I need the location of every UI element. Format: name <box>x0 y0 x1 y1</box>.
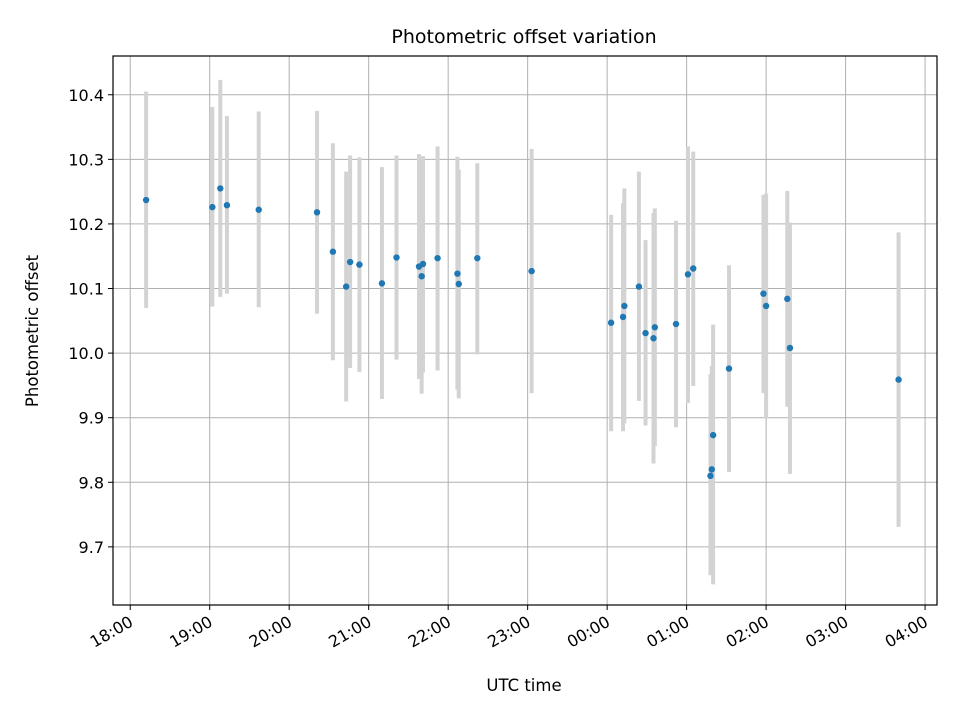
data-point <box>725 365 733 372</box>
data-point <box>895 376 902 383</box>
y-tick-label: 10.3 <box>68 150 104 169</box>
data-point <box>635 283 643 290</box>
data-point <box>346 258 354 266</box>
data-point <box>642 329 649 337</box>
data-point <box>619 313 627 321</box>
data-point <box>690 265 697 272</box>
data-point <box>356 261 363 268</box>
data-point <box>313 209 321 216</box>
data-point <box>418 273 425 280</box>
y-tick-label: 9.7 <box>79 538 104 557</box>
x-axis-title: UTC time <box>486 676 561 695</box>
y-tick-label: 9.9 <box>79 409 104 428</box>
data-point <box>621 302 628 310</box>
data-point <box>209 203 216 211</box>
data-point <box>455 280 462 288</box>
data-point <box>393 254 400 261</box>
data-point <box>342 283 350 290</box>
data-point <box>650 335 657 342</box>
data-point <box>217 185 224 192</box>
y-tick-label: 10.2 <box>68 215 104 234</box>
y-tick-label: 10.1 <box>68 280 104 299</box>
data-point <box>434 254 441 262</box>
data-point <box>762 302 770 310</box>
chart-title: Photometric offset variation <box>391 26 656 48</box>
data-point <box>378 280 386 287</box>
y-tick-label: 9.8 <box>79 473 104 492</box>
data-point <box>255 206 262 213</box>
data-point <box>223 201 231 209</box>
data-point <box>684 271 692 278</box>
grid <box>113 56 937 605</box>
data-point <box>419 260 427 268</box>
data-point <box>672 320 680 328</box>
y-axis-title: Photometric offset <box>23 254 42 407</box>
y-tick-label: 10.0 <box>68 344 104 363</box>
data-point <box>760 290 767 297</box>
y-tick-label: 10.4 <box>68 86 104 105</box>
data-point <box>709 431 717 439</box>
data-point <box>142 196 150 204</box>
data-point <box>708 466 715 473</box>
data-point <box>607 319 615 326</box>
data-point <box>528 267 535 275</box>
data-point <box>651 324 659 331</box>
data-point <box>707 472 714 480</box>
data-points <box>142 185 902 480</box>
data-point <box>454 270 461 277</box>
data-point <box>784 295 791 303</box>
data-point <box>786 344 794 352</box>
plot-area-frame <box>112 55 938 606</box>
data-point <box>329 248 337 255</box>
data-point <box>474 254 481 262</box>
